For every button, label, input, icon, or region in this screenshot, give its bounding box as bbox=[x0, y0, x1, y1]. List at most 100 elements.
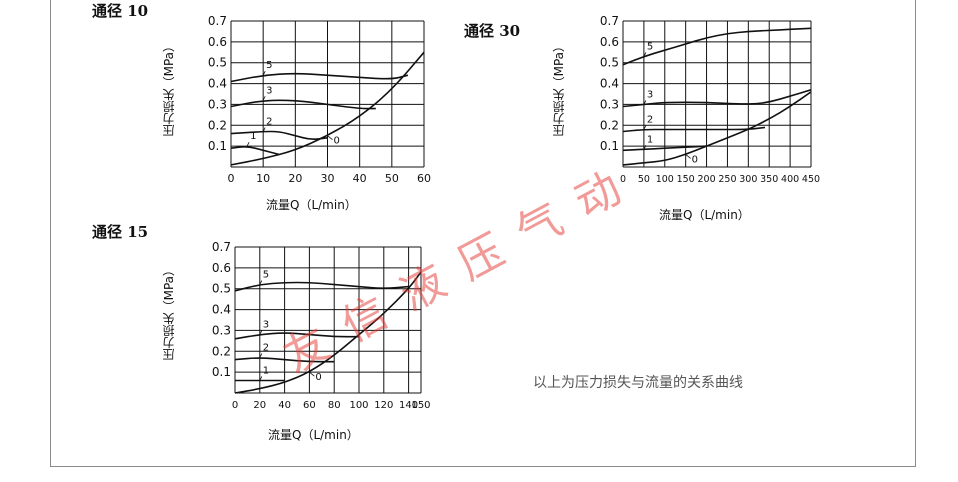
x-tick-label: 50 bbox=[385, 172, 399, 185]
series-leader-2 bbox=[262, 127, 266, 132]
series-label-1: 1 bbox=[647, 134, 653, 145]
y-tick-label: 0.3 bbox=[600, 97, 619, 111]
chart-title-15: 通径 15 bbox=[92, 223, 149, 241]
series-label-5: 5 bbox=[263, 270, 269, 281]
x-axis-label-30: 流量Q（L/min） bbox=[659, 208, 750, 222]
y-tick-label: 0.2 bbox=[212, 344, 231, 358]
series-leader-1 bbox=[246, 141, 250, 147]
series-label-3: 3 bbox=[266, 85, 272, 96]
x-tick-label: 80 bbox=[328, 400, 341, 411]
series-label-0: 0 bbox=[334, 136, 340, 147]
series-line-1 bbox=[622, 145, 707, 152]
series-leader-5 bbox=[259, 280, 263, 285]
series-leader-2 bbox=[643, 125, 647, 130]
y-tick-label: 0.6 bbox=[212, 261, 231, 275]
series-line-5 bbox=[230, 72, 409, 83]
series-line-2 bbox=[230, 130, 328, 140]
y-tick-label: 0.1 bbox=[208, 139, 227, 153]
y-tick-label: 0.1 bbox=[212, 365, 231, 379]
y-tick-label: 0.1 bbox=[600, 139, 619, 153]
y-tick-label: 0.7 bbox=[212, 240, 231, 254]
chart-title-10: 通径 10 bbox=[92, 2, 149, 20]
series-leader-2 bbox=[259, 353, 263, 358]
series-line-3 bbox=[230, 99, 376, 110]
series-line-0 bbox=[622, 91, 812, 166]
series-label-0: 0 bbox=[692, 154, 698, 165]
series-label-0: 0 bbox=[315, 372, 321, 383]
y-tick-label: 0.3 bbox=[208, 97, 227, 111]
x-axis-label-15: 流量Q（L/min） bbox=[268, 428, 359, 442]
series-label-1: 1 bbox=[250, 131, 256, 142]
y-tick-label: 0.5 bbox=[600, 56, 619, 70]
x-tick-label: 100 bbox=[656, 174, 674, 185]
x-tick-label: 150 bbox=[677, 174, 695, 185]
series-leader-5 bbox=[262, 71, 266, 76]
series-leader-5 bbox=[643, 52, 647, 57]
x-tick-label: 450 bbox=[802, 174, 820, 185]
series-leader-0 bbox=[327, 135, 333, 141]
series-label-5: 5 bbox=[647, 41, 653, 52]
series-line-5 bbox=[234, 281, 409, 292]
series-leader-3 bbox=[262, 96, 266, 101]
series-label-5: 5 bbox=[266, 60, 272, 71]
chart-30: 0.10.20.30.40.50.60.70 50 100 150 200 250 300 3… bbox=[600, 14, 820, 185]
x-tick-label: 40 bbox=[278, 400, 291, 411]
series-label-3: 3 bbox=[263, 320, 269, 331]
y-tick-label: 0.7 bbox=[600, 14, 619, 28]
x-tick-label: 0 bbox=[232, 400, 238, 411]
y-tick-label: 0.4 bbox=[208, 77, 227, 91]
y-tick-label: 0.3 bbox=[212, 323, 231, 337]
x-tick-label: 120 bbox=[374, 400, 393, 411]
series-leader-1 bbox=[259, 376, 263, 381]
x-tick-label: 30 bbox=[321, 172, 335, 185]
x-tick-label: 10 bbox=[256, 172, 270, 185]
x-axis-label-10: 流量Q（L/min） bbox=[266, 198, 357, 212]
x-tick-label: 0 bbox=[228, 172, 235, 185]
x-tick-label: 350 bbox=[760, 174, 778, 185]
series-label-1: 1 bbox=[263, 365, 269, 376]
x-tick-label: 0 bbox=[620, 174, 626, 185]
y-tick-label: 0.2 bbox=[600, 118, 619, 132]
series-line-0 bbox=[230, 51, 425, 166]
series-label-2: 2 bbox=[647, 114, 653, 125]
y-axis-label-30: 压力损失（MPa） bbox=[552, 40, 566, 137]
x-tick-label: 140 bbox=[399, 400, 418, 411]
caption-text: 以上为压力损失与流量的关系曲线 bbox=[533, 375, 743, 391]
series-leader-3 bbox=[643, 100, 647, 105]
x-tick-label: 60 bbox=[417, 172, 431, 185]
y-tick-label: 0.7 bbox=[208, 14, 227, 28]
y-tick-label: 0.5 bbox=[212, 282, 231, 296]
x-tick-label: 200 bbox=[697, 174, 715, 185]
x-tick-label: 300 bbox=[739, 174, 757, 185]
x-tick-label: 150 bbox=[411, 400, 430, 411]
chart-15: 0.10.20.30.40.50.60.70 20 40 60 80 100 120 1401… bbox=[212, 240, 431, 411]
x-tick-label: 100 bbox=[349, 400, 368, 411]
series-line-3 bbox=[622, 89, 812, 108]
series-label-2: 2 bbox=[263, 343, 269, 354]
x-tick-label: 50 bbox=[638, 174, 650, 185]
y-tick-label: 0.4 bbox=[212, 303, 231, 317]
series-line-3 bbox=[234, 332, 359, 340]
series-leader-0 bbox=[685, 154, 691, 159]
series-leader-1 bbox=[643, 145, 647, 150]
y-tick-label: 0.6 bbox=[600, 35, 619, 49]
series-leader-0 bbox=[309, 371, 315, 377]
y-tick-label: 0.6 bbox=[208, 35, 227, 49]
series-line-5 bbox=[622, 27, 812, 66]
series-line-1 bbox=[230, 146, 280, 156]
x-tick-label: 60 bbox=[303, 400, 316, 411]
figure-frame bbox=[50, 0, 916, 467]
y-tick-label: 0.5 bbox=[208, 56, 227, 70]
y-axis-label-15: 压力损失（MPa） bbox=[162, 264, 176, 361]
y-tick-label: 0.4 bbox=[600, 77, 619, 91]
series-leader-3 bbox=[259, 330, 263, 335]
x-tick-label: 40 bbox=[353, 172, 367, 185]
x-tick-label: 400 bbox=[781, 174, 799, 185]
x-tick-label: 20 bbox=[253, 400, 266, 411]
y-tick-label: 0.2 bbox=[208, 118, 227, 132]
series-line-2 bbox=[622, 126, 766, 133]
x-tick-label: 20 bbox=[288, 172, 302, 185]
series-line-0 bbox=[234, 271, 422, 394]
series-line-2 bbox=[234, 357, 335, 363]
